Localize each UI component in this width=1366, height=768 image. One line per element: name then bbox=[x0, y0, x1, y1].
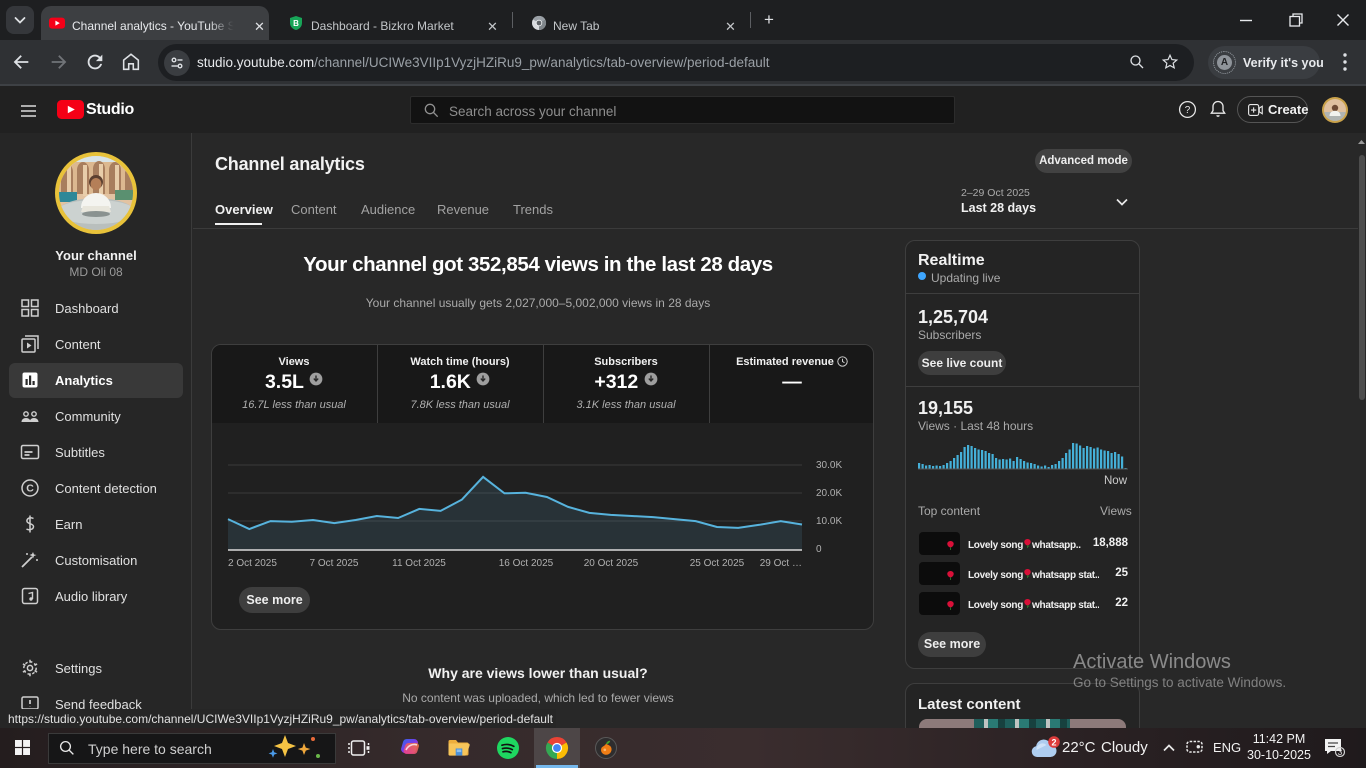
svg-text:B: B bbox=[293, 19, 299, 28]
svg-text:2: 2 bbox=[1051, 738, 1056, 748]
svg-text:C: C bbox=[26, 483, 34, 495]
svg-text:?: ? bbox=[1185, 105, 1191, 116]
svg-text:3: 3 bbox=[1338, 748, 1343, 757]
